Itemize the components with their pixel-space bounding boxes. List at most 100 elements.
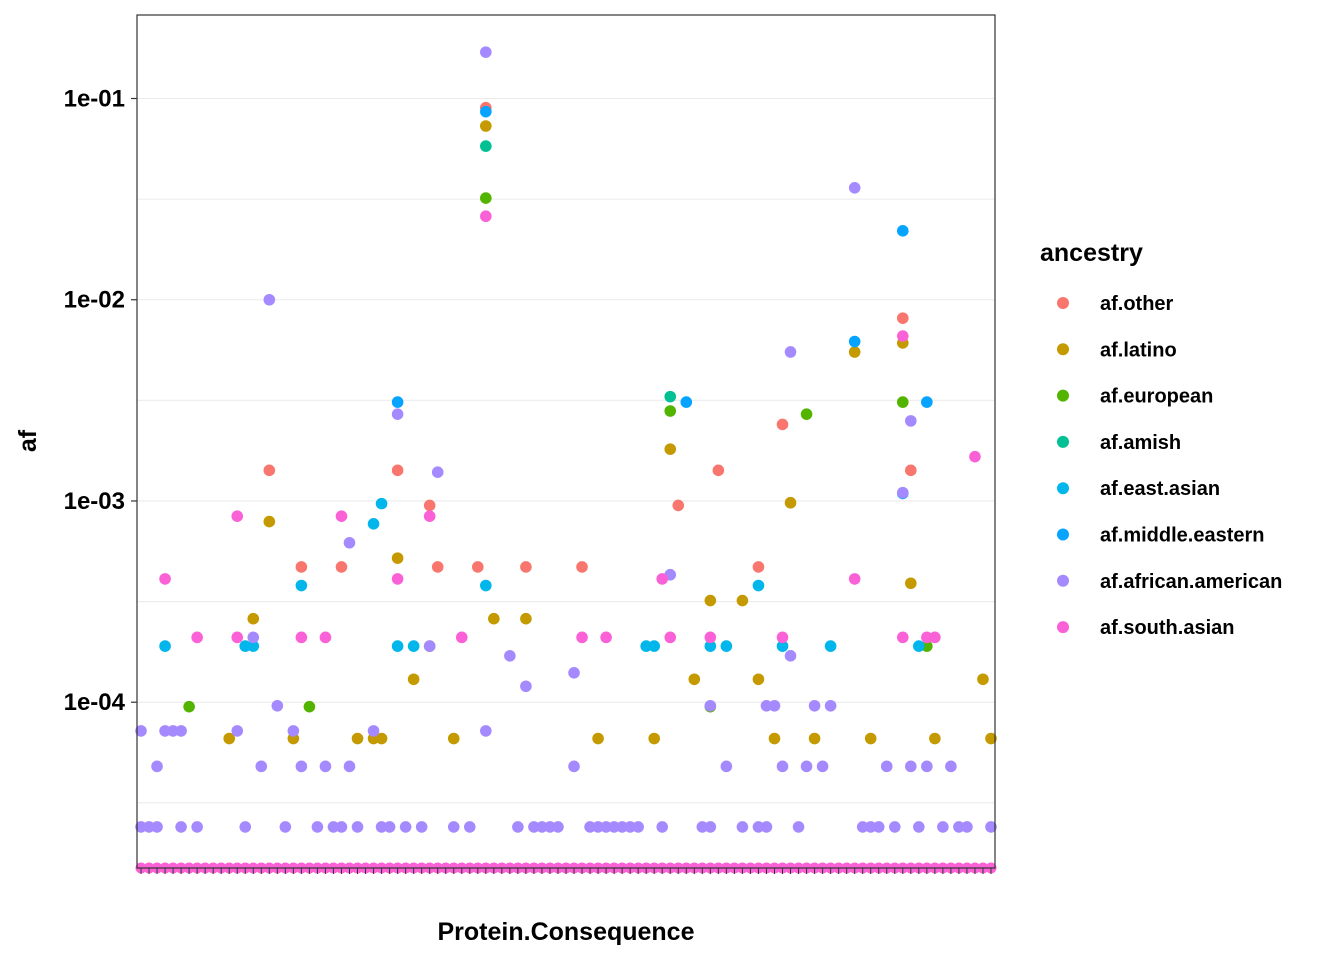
data-point-af-african-american xyxy=(327,821,340,833)
data-point-af-african-american xyxy=(720,760,733,773)
y-axis-title: af xyxy=(14,429,42,452)
data-point-af-african-american xyxy=(552,821,564,833)
data-point-af-african-american xyxy=(151,760,163,773)
legend-key-af-south-asian xyxy=(1057,621,1069,634)
data-point-af-latino xyxy=(864,732,877,745)
data-point-af-african-american xyxy=(159,725,171,737)
data-point-af-african-american xyxy=(937,821,949,833)
data-point-af-south-asian xyxy=(191,631,203,644)
data-point-af-latino xyxy=(407,673,420,686)
data-point-af-african-american xyxy=(896,486,909,499)
legend-title: ancestry xyxy=(1040,239,1143,267)
legend-label: af.other xyxy=(1100,293,1174,315)
data-point-af-other xyxy=(896,312,909,324)
data-point-af-south-asian xyxy=(159,573,171,585)
data-point-af-south-asian xyxy=(848,573,861,585)
data-point-af-middle-eastern xyxy=(848,335,861,348)
legend-key-af-east-asian xyxy=(1057,482,1069,495)
data-point-af-african-american xyxy=(776,760,789,773)
data-point-af-african-american xyxy=(263,293,276,306)
data-point-af-african-american xyxy=(319,760,332,773)
data-point-af-latino xyxy=(985,732,997,745)
data-point-af-latino xyxy=(688,673,701,686)
data-point-af-latino xyxy=(488,612,500,625)
legend-key-af-other xyxy=(1057,297,1069,309)
data-point-af-african-american xyxy=(568,666,580,679)
data-point-af-east-asian xyxy=(913,640,925,652)
data-point-af-south-asian xyxy=(896,330,909,342)
data-point-af-south-asian xyxy=(295,631,308,644)
legend-label: af.african.american xyxy=(1100,571,1282,593)
data-point-af-east-asian xyxy=(824,640,837,652)
data-point-af-other xyxy=(712,464,725,477)
x-axis-title: Protein.Consequence xyxy=(438,918,695,946)
data-point-af-african-american xyxy=(752,821,765,833)
data-point-af-east-asian xyxy=(752,579,765,592)
data-point-af-middle-eastern xyxy=(391,396,404,408)
data-point-af-african-american xyxy=(231,725,244,737)
data-point-af-african-american xyxy=(343,536,356,549)
data-point-af-african-american xyxy=(736,821,749,833)
data-point-af-latino xyxy=(263,515,276,528)
legend-key-af-european xyxy=(1057,389,1069,402)
x-axis xyxy=(140,868,992,874)
legend-key-af-amish xyxy=(1057,435,1069,448)
data-point-af-african-american xyxy=(872,821,885,833)
data-point-af-african-american xyxy=(135,821,147,833)
data-point-af-african-american xyxy=(616,821,628,833)
data-point-af-african-american xyxy=(279,821,292,833)
data-point-af-african-american xyxy=(592,821,604,833)
data-point-af-african-american xyxy=(528,821,540,833)
data-point-af-other xyxy=(752,561,765,573)
data-point-af-latino xyxy=(808,732,821,745)
data-point-af-african-american xyxy=(961,821,973,833)
data-point-af-east-asian xyxy=(407,640,420,652)
data-point-af-african-american xyxy=(247,631,260,644)
data-point-af-african-american xyxy=(760,699,773,712)
data-point-af-latino xyxy=(480,120,492,132)
data-point-af-middle-eastern xyxy=(921,396,933,408)
plot-panel xyxy=(137,15,995,868)
data-point-af-east-asian xyxy=(239,640,252,652)
data-point-af-african-american xyxy=(632,821,644,833)
data-point-af-latino xyxy=(648,732,661,745)
data-point-af-latino xyxy=(848,346,861,358)
data-point-af-european xyxy=(303,700,316,713)
data-point-af-african-american xyxy=(175,725,187,737)
data-point-af-european xyxy=(921,640,933,652)
data-point-af-african-american xyxy=(335,821,348,833)
data-point-af-latino xyxy=(929,732,941,745)
data-point-af-african-american xyxy=(696,821,709,833)
data-point-af-other xyxy=(295,561,308,573)
data-point-af-latino xyxy=(391,552,404,564)
data-point-af-latino xyxy=(592,732,604,745)
data-point-af-african-american xyxy=(367,725,380,737)
data-point-af-african-american xyxy=(463,821,476,833)
data-point-af-african-american xyxy=(351,821,364,833)
data-point-af-african-american xyxy=(905,760,917,773)
legend: ancestry af.other af.latino af.european af.… xyxy=(1040,239,1282,639)
data-point-af-african-american xyxy=(704,821,717,833)
data-point-af-south-asian xyxy=(576,631,588,644)
data-point-af-european xyxy=(664,405,677,417)
data-point-af-african-american xyxy=(985,821,997,833)
data-point-af-african-american xyxy=(504,650,516,662)
data-point-af-south-asian xyxy=(480,210,492,223)
legend-label: af.european xyxy=(1100,386,1213,408)
data-point-af-african-american xyxy=(239,821,252,833)
data-point-af-south-asian xyxy=(896,631,909,644)
data-point-af-east-asian xyxy=(704,640,717,652)
data-point-af-african-american xyxy=(520,680,532,693)
data-point-af-south-asian xyxy=(231,510,244,523)
data-point-af-african-american xyxy=(792,821,805,833)
data-point-af-other xyxy=(431,561,444,573)
y-tick-label: 1e-01 xyxy=(64,86,125,113)
data-point-af-east-asian xyxy=(295,579,308,592)
data-point-af-other xyxy=(423,499,436,512)
legend-label: af.latino xyxy=(1100,339,1177,361)
data-point-af-african-american xyxy=(584,821,596,833)
data-point-af-other xyxy=(335,561,348,573)
data-point-af-african-american xyxy=(624,821,636,833)
data-point-af-african-american xyxy=(311,821,324,833)
y-axis: 1e-04 1e-03 1e-02 1e-01 xyxy=(64,86,137,716)
